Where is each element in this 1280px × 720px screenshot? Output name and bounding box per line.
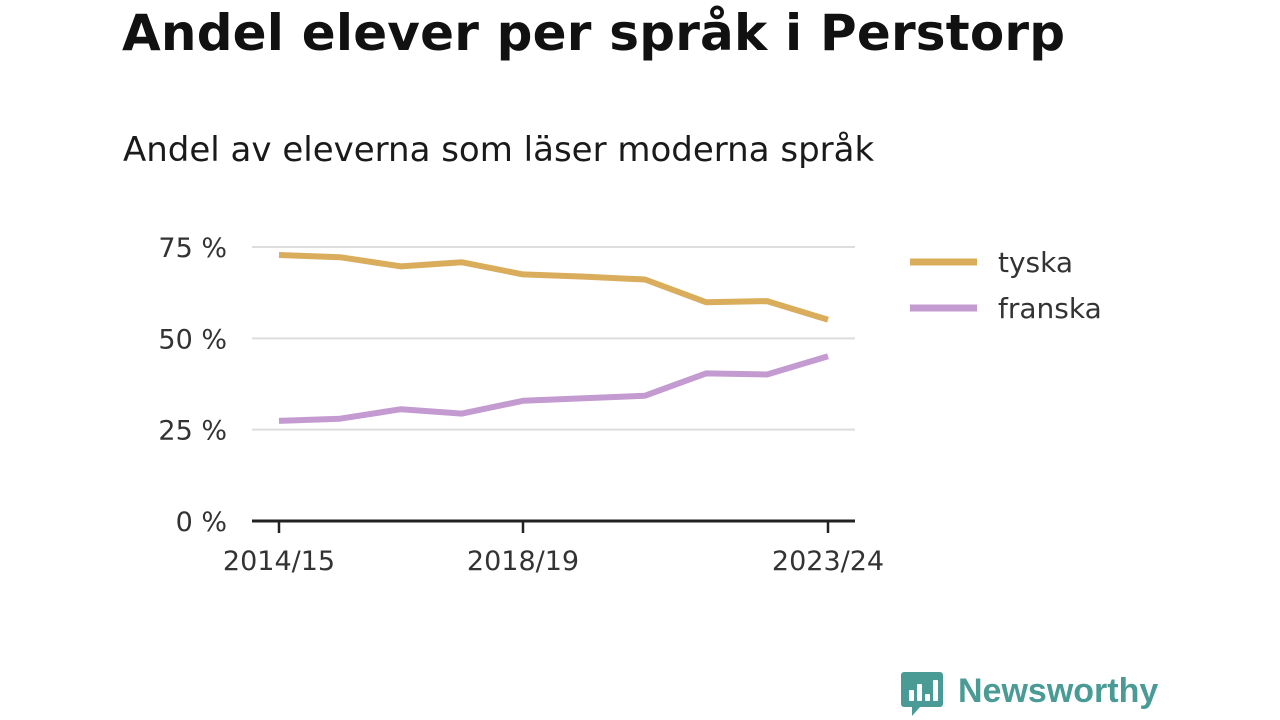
gridlines: [252, 246, 855, 431]
y-tick-label: 50 %: [158, 324, 227, 355]
x-tick-label: 2018/19: [467, 546, 579, 577]
x-axis: 2014/15 2018/19 2023/24: [223, 519, 884, 577]
legend-label-tyska: tyska: [998, 246, 1073, 279]
chart-subtitle: Andel av eleverna som läser moderna språ…: [123, 130, 875, 170]
y-axis: 0 % 25 % 50 % 75 %: [158, 233, 227, 538]
series-lines: [278, 252, 829, 424]
chart-title: Andel elever per språk i Perstorp: [122, 4, 1066, 62]
y-tick-label: 25 %: [158, 416, 227, 447]
x-tick-label: 2014/15: [223, 546, 335, 577]
legend-label-franska: franska: [998, 292, 1102, 325]
legend: tyska franska: [910, 246, 1102, 325]
y-tick-label: 0 %: [176, 507, 227, 538]
series-line-franska: [278, 353, 829, 424]
y-tick-label: 75 %: [158, 233, 227, 264]
newsworthy-logo[interactable]: Newsworthy: [900, 670, 1160, 718]
bar-chart-bubble-icon: [901, 672, 943, 716]
series-line-tyska: [278, 252, 829, 323]
x-tick-label: 2023/24: [772, 546, 884, 577]
logo-text: Newsworthy: [958, 672, 1159, 710]
